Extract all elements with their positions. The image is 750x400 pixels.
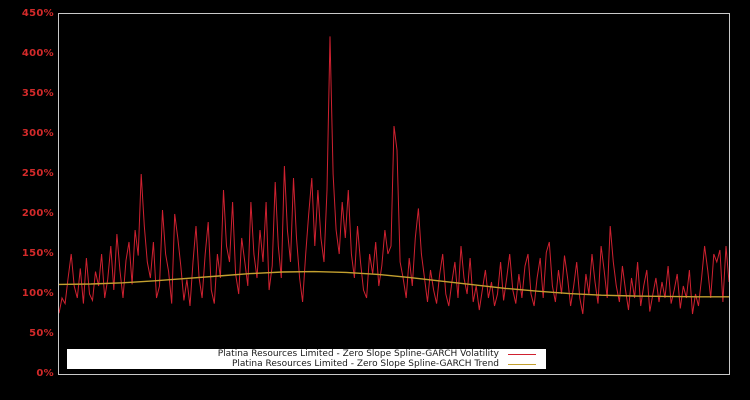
y-tick-label: 250% bbox=[21, 167, 54, 179]
y-tick-label: 300% bbox=[21, 127, 54, 139]
legend-label-volatility: Platina Resources Limited - Zero Slope S… bbox=[217, 349, 499, 359]
y-tick-label: 150% bbox=[21, 247, 54, 259]
legend-line-sample-volatility bbox=[508, 353, 536, 355]
legend-item-volatility: Platina Resources Limited - Zero Slope S… bbox=[67, 349, 546, 359]
series-line-0 bbox=[59, 36, 729, 315]
legend-line-sample-trend bbox=[508, 363, 536, 365]
y-tick-label: 200% bbox=[21, 207, 54, 219]
legend: Platina Resources Limited - Zero Slope S… bbox=[67, 349, 546, 369]
y-tick-label: 0% bbox=[36, 367, 54, 379]
legend-label-trend: Platina Resources Limited - Zero Slope S… bbox=[231, 359, 499, 369]
series-line-1 bbox=[59, 270, 729, 298]
plot-area: Platina Resources Limited - Zero Slope S… bbox=[58, 13, 730, 375]
y-tick-label: 400% bbox=[21, 47, 54, 59]
legend-item-trend: Platina Resources Limited - Zero Slope S… bbox=[67, 359, 546, 369]
y-tick-label: 100% bbox=[21, 287, 54, 299]
y-tick-label: 50% bbox=[29, 327, 54, 339]
y-tick-label: 350% bbox=[21, 87, 54, 99]
chart-svg bbox=[59, 36, 729, 315]
y-tick-label: 450% bbox=[21, 7, 54, 19]
